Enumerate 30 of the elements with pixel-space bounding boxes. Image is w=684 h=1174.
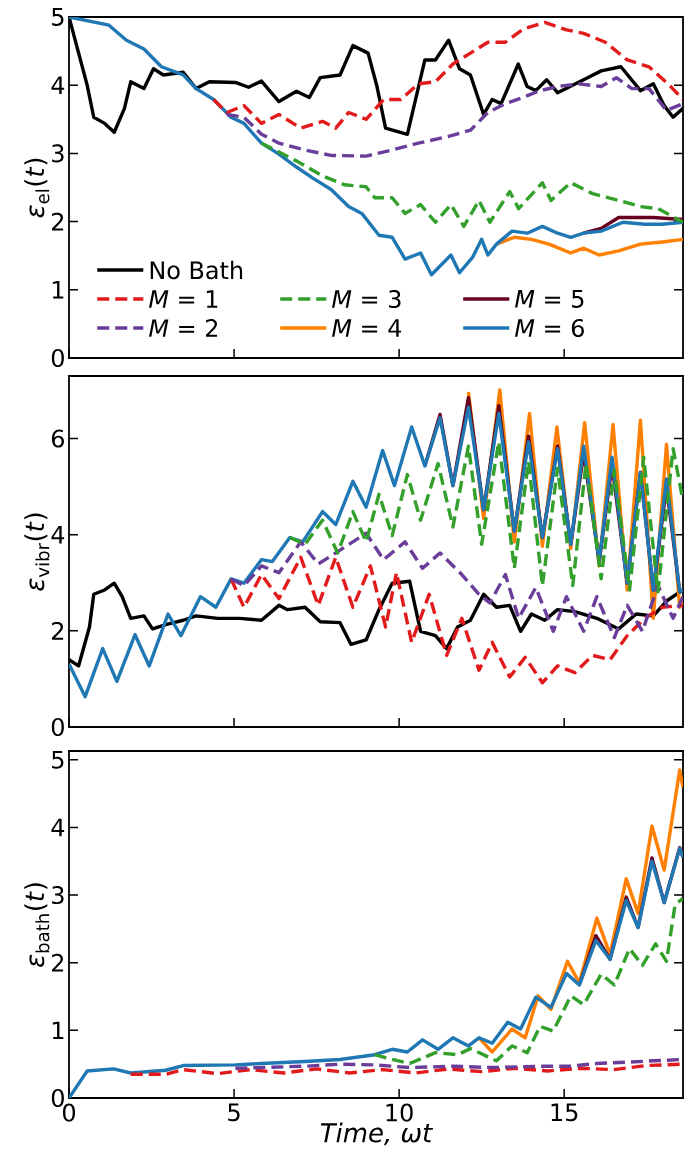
y-tick-label: 4	[51, 818, 65, 837]
legend-label: M = 2	[149, 319, 218, 337]
y-axis-title: ε$_{vibr}$(t)	[24, 513, 50, 591]
legend-label: M = 5	[515, 290, 584, 308]
y-tick-label: 4	[51, 525, 65, 544]
y-tick-label: 2	[52, 621, 64, 640]
legend-label: M = 4	[332, 319, 402, 337]
y-axis-title: ε$_{el}$(t)	[24, 158, 50, 218]
y-tick-label: 3	[52, 144, 64, 163]
y-tick-label: 4	[51, 76, 65, 94]
y-tick-label: 1	[52, 281, 64, 299]
y-tick-label: 3	[52, 886, 64, 905]
y-tick-label: 1	[52, 1021, 64, 1040]
y-tick-label: 2	[52, 212, 64, 231]
y-tick-label: 0	[51, 717, 64, 737]
y-tick-label: 0	[51, 348, 64, 368]
y-tick-label: 5	[52, 8, 64, 26]
x-axis-title: Time, ωt	[320, 1122, 434, 1146]
x-tick-label: 15	[551, 1103, 578, 1122]
y-tick-label: 5	[52, 750, 64, 769]
x-tick-label: 10	[386, 1103, 413, 1122]
legend-label: No Bath	[150, 260, 243, 280]
y-tick-label: 2	[52, 953, 64, 972]
x-tick-label: 5	[228, 1103, 240, 1122]
y-tick-label: 6	[51, 429, 64, 448]
y-axis-title: ε$_{bath}$(t)	[24, 883, 50, 967]
legend-label: M = 6	[515, 318, 584, 338]
legend-label: M = 3	[332, 289, 401, 309]
y-tick-label: 0	[51, 1088, 64, 1108]
legend-label: M = 1	[149, 290, 218, 308]
